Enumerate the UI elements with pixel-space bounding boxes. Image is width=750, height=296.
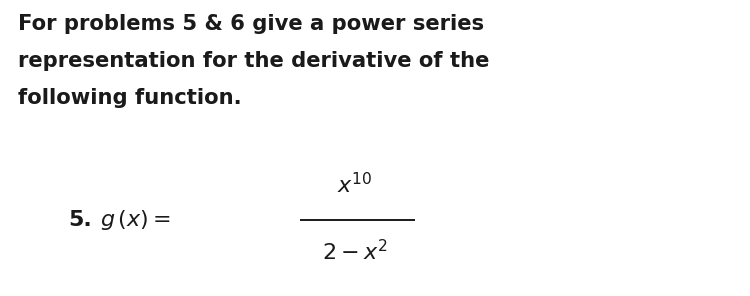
Text: $g\,(x) =$: $g\,(x) =$	[100, 208, 171, 232]
Text: following function.: following function.	[18, 88, 242, 108]
Text: $2 - x^2$: $2 - x^2$	[322, 239, 388, 265]
Text: For problems 5 & 6 give a power series: For problems 5 & 6 give a power series	[18, 14, 484, 34]
Text: 5.: 5.	[68, 210, 92, 230]
Text: $x^{10}$: $x^{10}$	[338, 172, 373, 198]
Text: representation for the derivative of the: representation for the derivative of the	[18, 51, 489, 71]
